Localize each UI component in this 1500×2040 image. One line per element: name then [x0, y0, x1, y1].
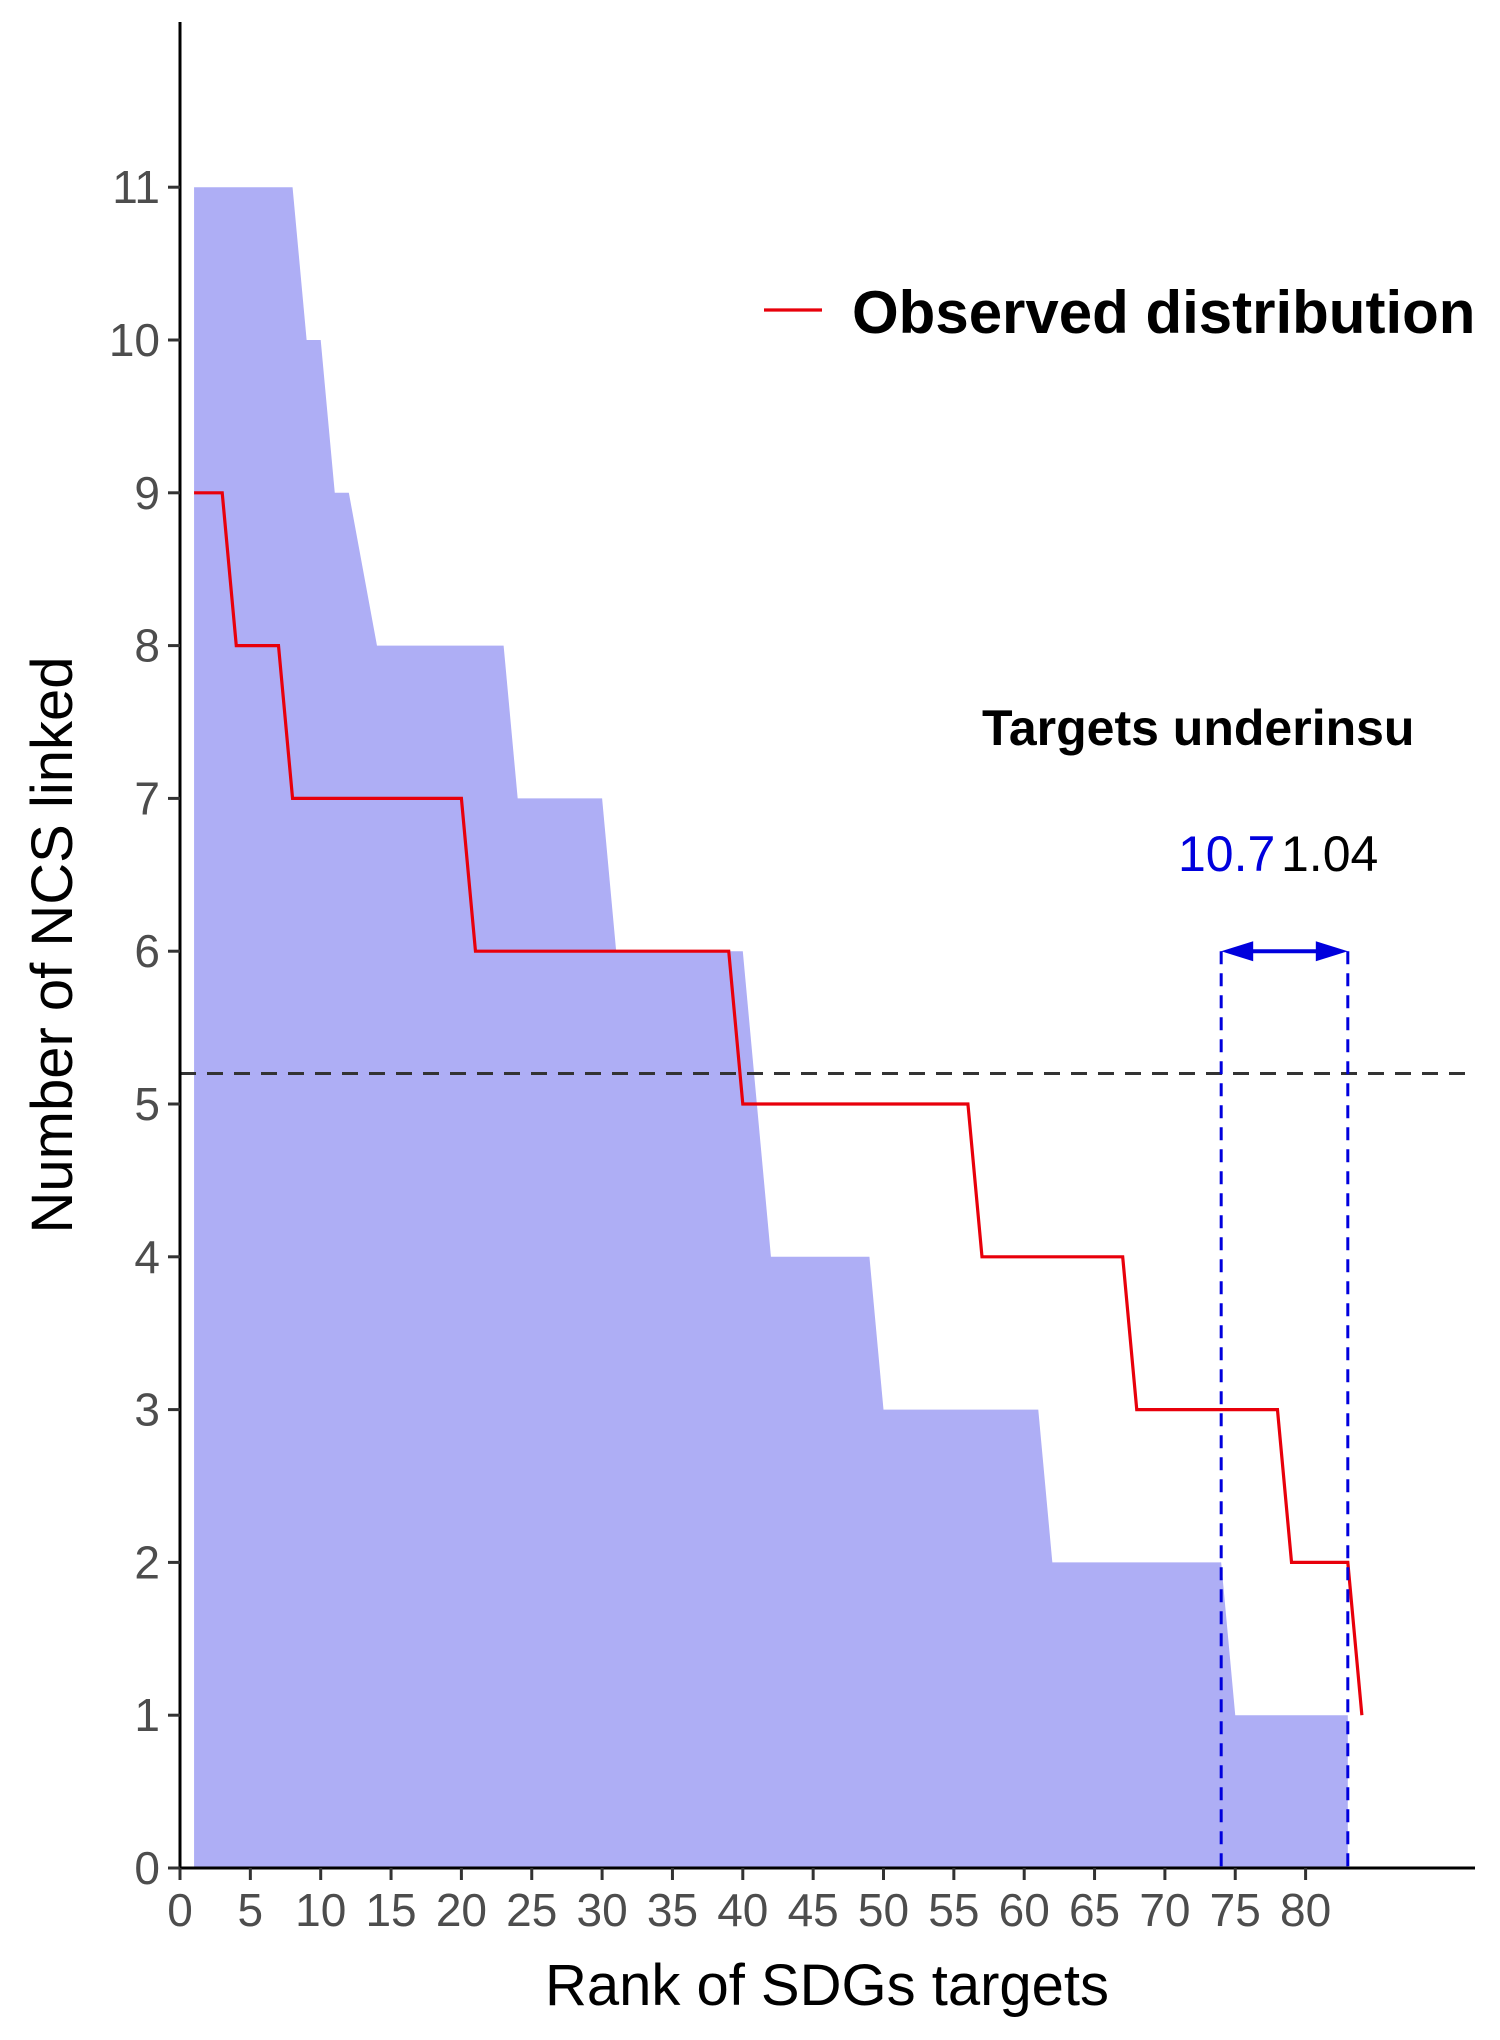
- annotation-value-blue: 10.7: [1178, 826, 1275, 882]
- x-tick-label: 25: [506, 1884, 557, 1936]
- x-tick-label: 15: [365, 1884, 416, 1936]
- area-series: [194, 187, 1348, 1869]
- x-tick-label: 60: [999, 1884, 1050, 1936]
- annotation: Targets underinsu 10.7 1.04: [982, 700, 1414, 1868]
- x-tick-label: 75: [1210, 1884, 1261, 1936]
- x-axis-title: Rank of SDGs targets: [545, 1953, 1109, 2018]
- y-tick-label: 11: [112, 161, 160, 213]
- legend: Observed distribution: [764, 279, 1475, 346]
- x-tick-label: 45: [788, 1884, 839, 1936]
- y-tick-label: 10: [109, 314, 160, 366]
- y-tick-label: 8: [134, 620, 160, 672]
- x-tick-label: 20: [436, 1884, 487, 1936]
- y-tick-label: 5: [134, 1078, 160, 1130]
- x-tick-label: 80: [1280, 1884, 1331, 1936]
- x-tick-label: 40: [717, 1884, 768, 1936]
- x-tick-label: 30: [577, 1884, 628, 1936]
- x-tick-label: 10: [295, 1884, 346, 1936]
- x-axis-ticks: 0 5 10 15 20 25 30 35 40 45 50 55 60 65 70 75 80: [167, 1868, 1331, 1936]
- annotation-arrow-head-left: [1221, 941, 1254, 962]
- x-tick-label: 0: [167, 1884, 193, 1936]
- legend-label: Observed distribution: [852, 279, 1475, 346]
- y-tick-label: 6: [134, 925, 160, 977]
- x-tick-label: 50: [858, 1884, 909, 1936]
- x-tick-label: 5: [238, 1884, 264, 1936]
- observed-distribution-line: [194, 491, 1364, 1716]
- y-tick-label: 4: [134, 1231, 160, 1283]
- y-tick-label: 1: [134, 1689, 160, 1741]
- annotation-arrow-head-right: [1315, 941, 1348, 962]
- y-tick-label: 9: [134, 467, 160, 519]
- y-tick-label: 3: [134, 1384, 160, 1436]
- x-tick-label: 65: [1069, 1884, 1120, 1936]
- plot-area: Targets underinsu 10.7 1.04: [180, 187, 1475, 1869]
- x-tick-label: 55: [928, 1884, 979, 1936]
- x-tick-label: 70: [1139, 1884, 1190, 1936]
- x-tick-label: 35: [647, 1884, 698, 1936]
- y-tick-label: 7: [134, 772, 160, 824]
- y-tick-label: 2: [134, 1536, 160, 1588]
- y-axis-title: Number of NCS linked: [20, 657, 85, 1234]
- y-tick-label: 0: [134, 1842, 160, 1894]
- annotation-title: Targets underinsu: [982, 700, 1414, 756]
- y-axis-ticks: 0 1 2 3 4 5 6 7 8 9 10 11: [109, 161, 180, 1894]
- annotation-value-black: 1.04: [1281, 826, 1378, 882]
